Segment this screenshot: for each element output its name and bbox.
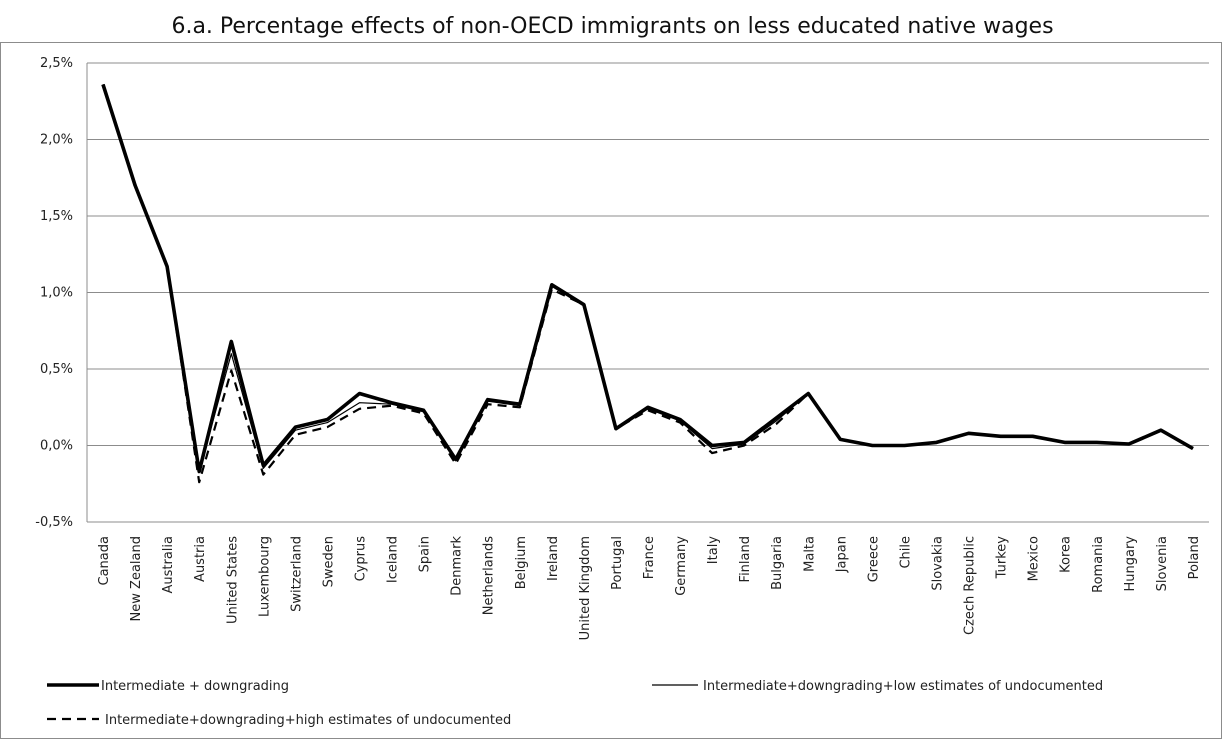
y-tick-label: -0,5% (35, 515, 73, 530)
x-tick-label: France (642, 536, 657, 579)
legend: Intermediate + downgrading Intermediate+d… (47, 679, 1103, 728)
x-tick-label: Cyprus (353, 536, 368, 582)
x-tick-label: New Zealand (129, 536, 144, 621)
x-tick-label: Japan (834, 536, 849, 573)
x-tick-label: Finland (738, 536, 753, 582)
x-axis: Canada New Zealand Australia Austria United … (97, 536, 1202, 641)
x-tick-label: Sweden (321, 536, 336, 587)
chart-title: 6.a. Percentage effects of non-OECD immi… (171, 14, 1054, 39)
x-tick-label: Greece (866, 536, 881, 582)
chart-frame: -0,5% 0,0% 0,5% 1,0% 1,5% 2,0% 2,5% Canada New … (0, 42, 1222, 739)
x-tick-label: Spain (418, 536, 433, 572)
series-line-2 (102, 84, 1194, 473)
x-tick-label: Slovakia (931, 536, 946, 591)
y-tick-label: 0,0% (40, 439, 73, 454)
legend-label: Intermediate + downgrading (101, 679, 289, 694)
legend-item-3: Intermediate+downgrading+high estimates … (47, 713, 511, 728)
x-tick-label: Turkey (995, 536, 1010, 580)
x-tick-label: Slovenia (1155, 536, 1170, 591)
legend-item-1: Intermediate + downgrading (47, 679, 289, 694)
x-tick-label: Portugal (610, 536, 625, 590)
series-lines (101, 83, 1194, 484)
y-tick-label: 1,5% (40, 209, 73, 224)
x-tick-label: Netherlands (482, 536, 497, 615)
x-tick-label: Italy (706, 536, 721, 565)
x-tick-label: Denmark (450, 536, 465, 596)
grid-lines (86, 62, 1209, 523)
x-tick-label: Switzerland (289, 536, 304, 612)
x-tick-label: Canada (97, 536, 112, 585)
x-tick-label: Bulgaria (770, 536, 785, 590)
legend-label: Intermediate+downgrading+low estimates o… (703, 679, 1103, 694)
x-tick-label: Mexico (1027, 536, 1042, 581)
x-tick-label: Belgium (514, 536, 529, 589)
y-tick-label: 1,0% (40, 286, 73, 301)
x-tick-label: Luxembourg (257, 536, 272, 617)
y-tick-label: 2,5% (40, 56, 73, 71)
x-tick-label: United States (225, 536, 240, 624)
legend-item-2: Intermediate+downgrading+low estimates o… (652, 679, 1103, 694)
y-axis-tick-labels: -0,5% 0,0% 0,5% 1,0% 1,5% 2,0% 2,5% (35, 56, 73, 530)
legend-label: Intermediate+downgrading+high estimates … (105, 713, 511, 728)
x-tick-label: Germany (674, 536, 689, 596)
x-tick-label: Hungary (1123, 536, 1138, 592)
x-tick-label: Poland (1187, 536, 1202, 579)
x-tick-label: Australia (161, 536, 176, 594)
x-tick-label: Iceland (386, 536, 401, 583)
x-tick-label: Ireland (546, 536, 561, 581)
x-tick-label: Malta (802, 536, 817, 572)
x-tick-label: United Kingdom (578, 536, 593, 640)
x-tick-label: Romania (1091, 536, 1106, 593)
x-tick-label: Korea (1059, 536, 1074, 573)
series-line-3 (101, 84, 1194, 484)
line-chart: -0,5% 0,0% 0,5% 1,0% 1,5% 2,0% 2,5% Canada New … (35, 56, 1209, 728)
x-tick-label: Chile (898, 536, 913, 569)
series-line-1 (101, 83, 1194, 474)
y-tick-label: 2,0% (40, 133, 73, 148)
x-tick-label: Austria (193, 536, 208, 582)
y-tick-label: 0,5% (40, 362, 73, 377)
x-tick-label: Czech Republic (963, 536, 978, 635)
